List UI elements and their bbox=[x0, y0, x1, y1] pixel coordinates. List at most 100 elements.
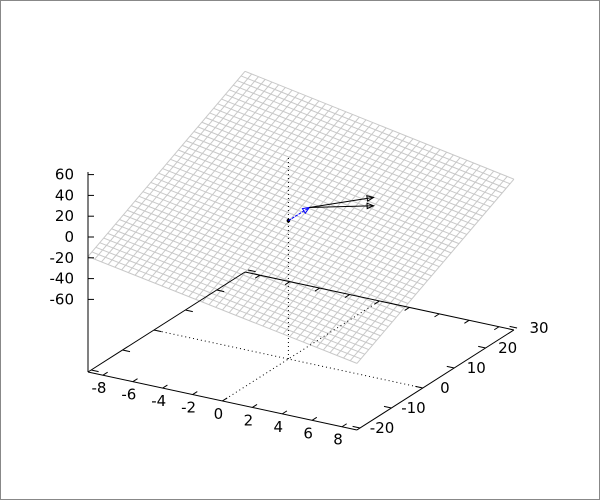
y-tick bbox=[185, 309, 193, 313]
surface-grid-line bbox=[209, 112, 479, 222]
surface-grid-line bbox=[240, 75, 511, 185]
surface-grid-line bbox=[182, 144, 452, 254]
surface-grid-line bbox=[309, 159, 468, 346]
tick-label: 20 bbox=[498, 339, 517, 357]
surface-grid-line bbox=[201, 121, 471, 231]
surface-grid-line bbox=[255, 138, 414, 324]
surface-grid-line bbox=[302, 157, 461, 343]
vector-arrow bbox=[288, 207, 310, 222]
x-tick bbox=[311, 416, 318, 421]
surface-grid-line bbox=[269, 143, 427, 330]
y-tick bbox=[415, 385, 423, 389]
x-tick bbox=[222, 397, 228, 402]
x-tick bbox=[192, 391, 198, 395]
x-tick bbox=[464, 319, 470, 324]
y-tick bbox=[122, 349, 131, 353]
y-tick bbox=[383, 405, 392, 409]
tick-label: 20 bbox=[55, 207, 74, 225]
x-tick bbox=[162, 384, 168, 389]
surface-grid-line bbox=[205, 117, 475, 226]
tick-label: 0 bbox=[64, 228, 74, 246]
surface-grid-line bbox=[282, 149, 441, 335]
tick-label: 0 bbox=[214, 405, 224, 423]
x-tick bbox=[341, 423, 347, 428]
surface-grid-line bbox=[166, 163, 436, 272]
tick-label: 60 bbox=[55, 166, 74, 184]
surface-grid-line bbox=[296, 154, 454, 340]
surface-grid-line bbox=[349, 176, 508, 362]
tick-label: 30 bbox=[530, 319, 549, 337]
tick-label: -40 bbox=[50, 270, 75, 288]
left-axis bbox=[87, 271, 246, 373]
y-tick bbox=[478, 345, 486, 349]
y-tick bbox=[352, 425, 361, 429]
x-tick bbox=[132, 378, 138, 383]
y-tick bbox=[153, 329, 162, 333]
y-tick bbox=[216, 289, 225, 293]
tick-label: -4 bbox=[151, 392, 166, 410]
arrow-head bbox=[366, 202, 375, 210]
surface-grid-line bbox=[228, 127, 387, 313]
tick-label: 0 bbox=[440, 379, 450, 397]
y-axis bbox=[356, 329, 515, 431]
x-tick bbox=[314, 287, 320, 292]
vector-arrow bbox=[309, 205, 374, 208]
x-tick bbox=[374, 300, 380, 305]
axes bbox=[87, 172, 518, 431]
tick-label: -8 bbox=[91, 379, 106, 397]
surface-grid-line bbox=[189, 135, 460, 245]
marks bbox=[286, 156, 375, 359]
tick-label: 4 bbox=[273, 418, 283, 436]
surface-grid-line bbox=[242, 132, 401, 319]
x-tick bbox=[494, 326, 500, 331]
surface-grid-line bbox=[244, 70, 515, 180]
tick-label: 10 bbox=[467, 359, 486, 377]
x-tick bbox=[344, 294, 350, 298]
x-tick bbox=[254, 274, 261, 279]
surface-grid-line bbox=[217, 103, 487, 212]
tick-label: -20 bbox=[370, 419, 395, 437]
surface-grid-line bbox=[233, 84, 503, 194]
surface-grid-line bbox=[356, 178, 515, 364]
arrow-head bbox=[366, 195, 375, 202]
tick-label: -6 bbox=[121, 386, 136, 404]
tick-label: -2 bbox=[181, 399, 196, 417]
tick-label: 40 bbox=[55, 186, 74, 204]
surface-grid-line bbox=[289, 151, 448, 338]
surface-grid-line bbox=[235, 130, 394, 316]
surface-grid-line bbox=[275, 146, 434, 332]
surface-grid-line bbox=[225, 93, 495, 203]
surface-grid-line bbox=[322, 165, 481, 351]
surface-grid-line bbox=[248, 135, 407, 321]
x-tick bbox=[434, 313, 440, 318]
surface-grid-line bbox=[329, 168, 488, 354]
surface-grid-line bbox=[229, 89, 499, 199]
surface-grid-line bbox=[197, 126, 468, 235]
tick-label: -20 bbox=[50, 249, 75, 267]
surface-grid-line bbox=[336, 170, 495, 356]
y-tick bbox=[248, 269, 256, 273]
tick-label: 2 bbox=[244, 411, 254, 429]
tick-label: -10 bbox=[401, 399, 426, 417]
tick-labels: -8 -6 -4 -2 0 2 4 6 8-20-1001020306040200-20-40-… bbox=[50, 166, 549, 449]
surface-grid-line bbox=[236, 80, 507, 189]
surface-grid-line bbox=[185, 140, 456, 249]
y-tick bbox=[91, 369, 99, 373]
arrow-head bbox=[301, 206, 311, 215]
x-tick bbox=[281, 410, 288, 415]
surface-grid-line bbox=[193, 131, 464, 240]
x-tick bbox=[404, 306, 410, 311]
surface-grid bbox=[87, 70, 515, 364]
tick-label: -60 bbox=[50, 290, 75, 308]
x-tick bbox=[284, 281, 291, 286]
surface-grid-line bbox=[316, 162, 474, 348]
surface-grid-line bbox=[262, 141, 421, 327]
y-tick bbox=[446, 365, 455, 369]
surface-grid-line bbox=[178, 149, 448, 258]
tick-label: 8 bbox=[333, 431, 343, 449]
surface-grid-line bbox=[213, 107, 483, 217]
tick-label: 6 bbox=[303, 424, 313, 442]
y-tick bbox=[509, 325, 518, 329]
